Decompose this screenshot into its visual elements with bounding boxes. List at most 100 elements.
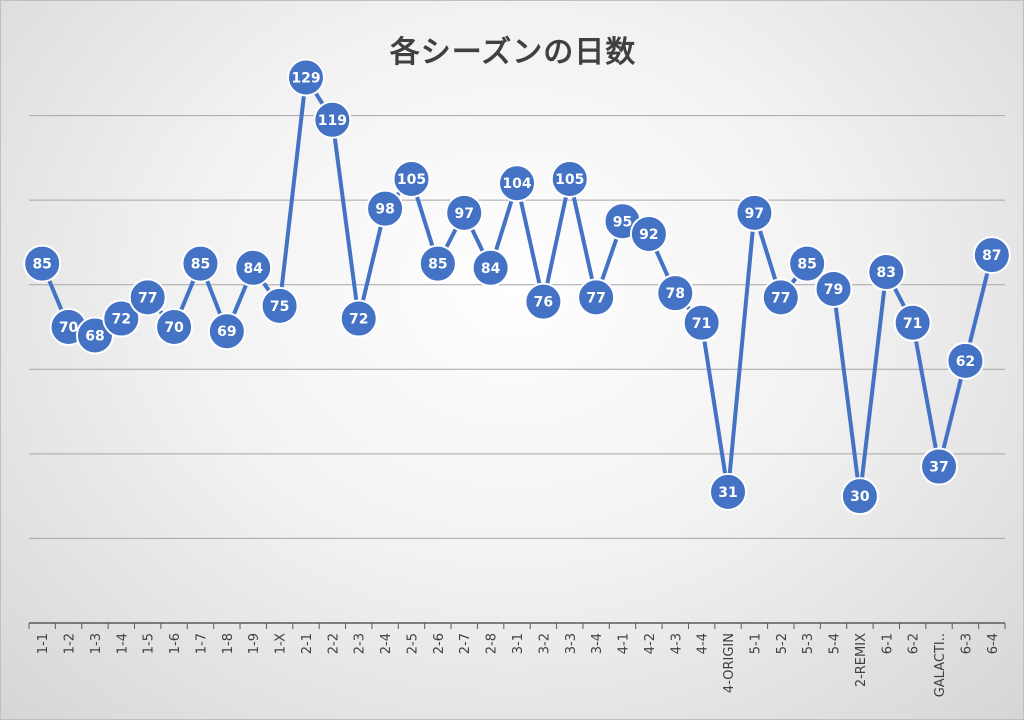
data-point: [313, 100, 352, 139]
x-tick-label: 2-REMIX: [854, 633, 869, 687]
x-tick-label: 3-1: [511, 633, 526, 654]
data-label: 71: [903, 316, 922, 332]
x-tick-label: 3-2: [537, 633, 552, 654]
data-label: 70: [59, 320, 79, 336]
x-tick-label: 1-5: [142, 633, 157, 654]
data-point: [920, 447, 959, 486]
x-tick-label: 6-4: [986, 633, 1001, 654]
data-point: [128, 278, 167, 317]
data-point: [946, 341, 985, 380]
x-tick-label: 1-1: [36, 633, 51, 654]
data-point: [445, 193, 484, 232]
data-point: [735, 193, 774, 232]
x-tick-label: 6-3: [959, 633, 974, 654]
data-label: 119: [318, 113, 347, 129]
data-label: 70: [164, 320, 184, 336]
data-label: 77: [138, 290, 157, 306]
data-label: 85: [191, 257, 210, 273]
data-label: 105: [555, 172, 584, 188]
data-label: 92: [639, 227, 658, 243]
x-tick-label: 1-7: [194, 633, 209, 654]
x-tick-label: 4-2: [643, 633, 658, 654]
data-label: 77: [586, 290, 605, 306]
data-label: 95: [613, 214, 632, 230]
x-tick-label: 5-3: [801, 633, 816, 654]
data-label: 75: [270, 299, 289, 315]
data-point: [550, 160, 589, 198]
x-tick-label: 3-3: [564, 633, 579, 654]
data-label: 83: [877, 265, 896, 281]
data-point: [709, 472, 748, 511]
data-label: 85: [428, 257, 447, 273]
markers: 8570687277708569847512911972981058597841…: [23, 58, 1011, 516]
x-tick-labels: 1-1 1-2 1-3 1-4 1-5 1-6 1-7 1-8 1-9 1-X 2-1 2-2 2-3 2…: [36, 633, 1001, 697]
data-point: [286, 58, 325, 97]
data-label: 84: [481, 261, 501, 277]
x-tick-label: 1-9: [247, 633, 262, 654]
x-tick-label: 2-2: [326, 633, 341, 654]
x-tick-label: 5-2: [775, 633, 790, 654]
data-label: 31: [718, 485, 737, 501]
data-point: [893, 303, 932, 342]
data-label: 129: [291, 71, 320, 87]
data-label: 84: [243, 261, 263, 277]
data-label: 98: [375, 202, 394, 218]
data-point: [207, 312, 246, 351]
data-label: 105: [397, 172, 426, 188]
data-point: [524, 282, 563, 321]
x-tick-label: GALACTI..: [933, 633, 948, 697]
data-label: 85: [797, 257, 816, 273]
x-axis: [28, 622, 1006, 629]
data-point: [234, 248, 273, 287]
data-label: 68: [85, 328, 104, 344]
x-tick-label: 1-6: [168, 633, 183, 654]
data-point: [814, 269, 853, 308]
data-point: [155, 308, 194, 346]
x-tick-label: 2-6: [432, 633, 447, 654]
x-tick-label: 4-4: [696, 633, 711, 654]
data-label: 104: [502, 176, 531, 192]
x-tick-label: 3-4: [590, 633, 605, 654]
data-label: 72: [349, 312, 368, 328]
data-label: 87: [982, 248, 1001, 264]
data-label: 30: [850, 489, 870, 505]
x-tick-label: 6-1: [880, 633, 895, 654]
x-tick-label: 4-ORIGIN: [722, 633, 737, 693]
x-tick-label: 1-X: [274, 633, 289, 654]
data-point: [339, 299, 378, 338]
data-point: [181, 244, 220, 283]
data-label: 77: [771, 290, 790, 306]
x-tick-label: 2-1: [300, 633, 315, 654]
x-tick-label: 2-3: [353, 633, 368, 654]
x-tick-label: 1-8: [221, 633, 236, 654]
x-tick-label: 5-1: [748, 633, 763, 654]
x-tick-label: 5-4: [828, 633, 843, 654]
data-point: [392, 160, 431, 198]
data-label: 72: [112, 312, 131, 328]
data-label: 62: [956, 354, 975, 370]
x-tick-label: 4-1: [617, 633, 632, 654]
x-tick-label: 1-4: [115, 633, 130, 654]
x-tick-label: 1-2: [63, 633, 78, 654]
data-point: [629, 214, 668, 253]
data-point: [761, 278, 800, 317]
data-label: 69: [217, 324, 236, 340]
data-point: [867, 253, 906, 292]
chart-title: 各シーズンの日数: [389, 35, 637, 70]
x-tick-label: 2-4: [379, 633, 394, 654]
x-tick-label: 2-8: [485, 633, 500, 654]
data-point: [471, 248, 510, 287]
data-point: [260, 286, 299, 325]
data-point: [418, 244, 457, 283]
x-tick-label: 4-3: [669, 633, 684, 654]
data-point: [498, 164, 536, 203]
data-point: [23, 244, 62, 283]
data-point: [682, 303, 721, 342]
x-tick-label: 2-7: [458, 633, 473, 654]
data-label: 78: [666, 286, 685, 302]
data-point: [102, 299, 141, 338]
data-label: 37: [929, 460, 948, 476]
data-label: 97: [745, 206, 764, 222]
data-label: 97: [455, 206, 474, 222]
